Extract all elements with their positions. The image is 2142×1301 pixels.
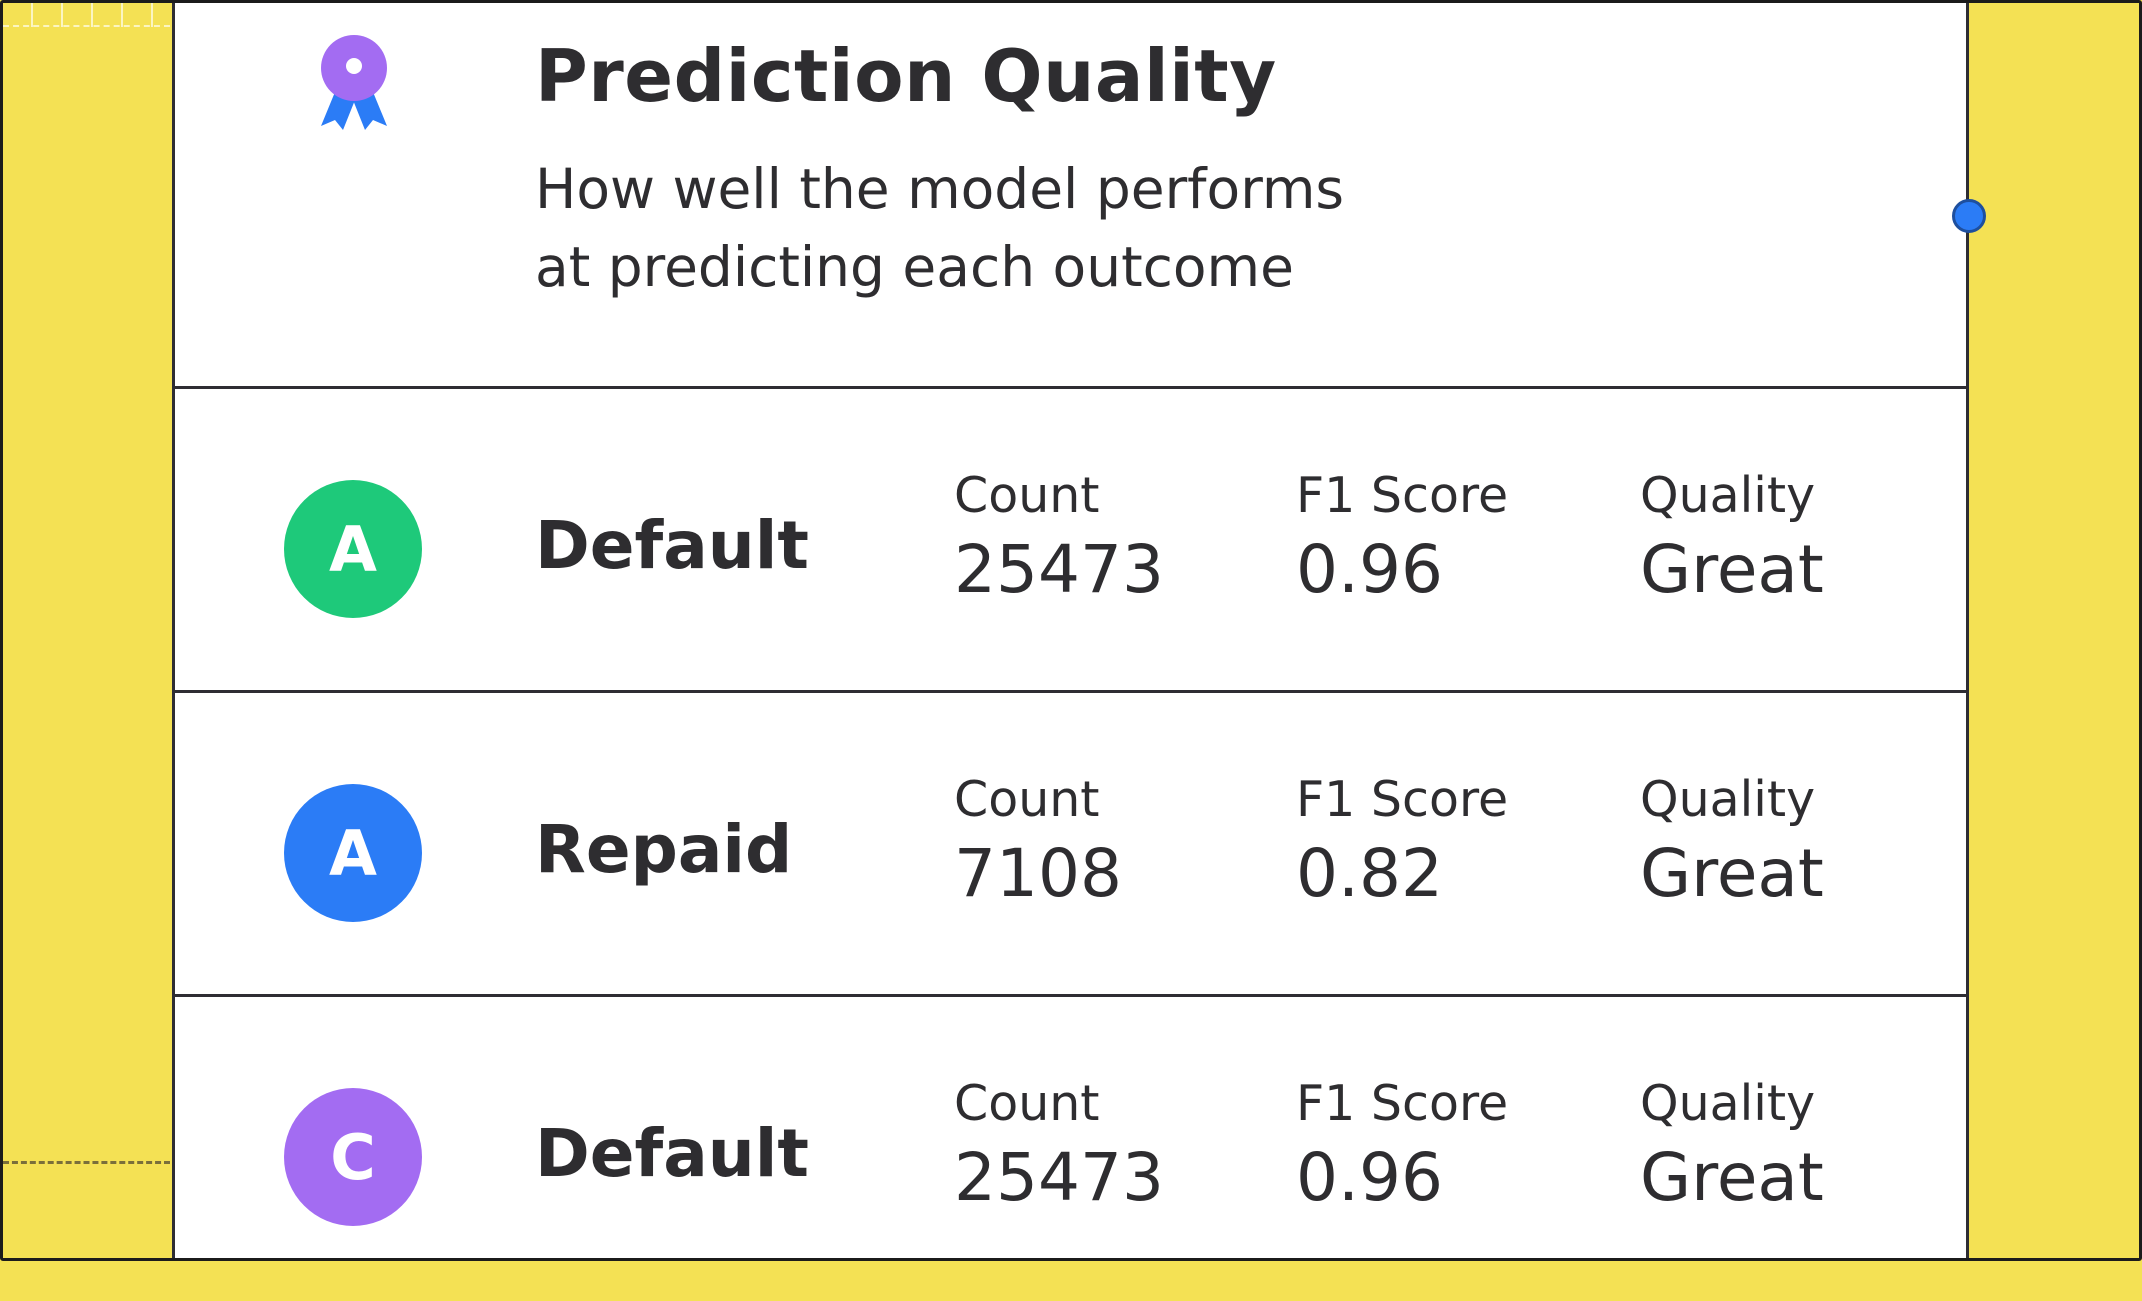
outcome-avatar: A bbox=[284, 784, 422, 922]
resize-handle[interactable] bbox=[1952, 199, 1986, 233]
quality-label: Quality bbox=[1640, 1075, 1816, 1132]
outcome-name: Default bbox=[535, 507, 809, 584]
card-header: Prediction Quality How well the model pe… bbox=[175, 0, 1966, 389]
outcome-avatar: C bbox=[284, 1088, 422, 1226]
outcome-row[interactable]: A Default Count 25473 F1 Score 0.96 Qual… bbox=[175, 389, 1966, 693]
page-title: Prediction Quality bbox=[535, 34, 1277, 118]
canvas-guide-line bbox=[3, 1161, 170, 1164]
count-value: 25473 bbox=[954, 1139, 1164, 1216]
f1-score-label: F1 Score bbox=[1296, 1075, 1509, 1132]
subtitle-line-2: at predicting each outcome bbox=[535, 235, 1294, 299]
outcome-name: Default bbox=[535, 1115, 809, 1192]
f1-score-value: 0.82 bbox=[1296, 835, 1443, 912]
count-value: 7108 bbox=[954, 835, 1122, 912]
f1-score-label: F1 Score bbox=[1296, 771, 1509, 828]
count-label: Count bbox=[954, 771, 1100, 828]
count-value: 25473 bbox=[954, 531, 1164, 608]
f1-score-value: 0.96 bbox=[1296, 531, 1443, 608]
count-label: Count bbox=[954, 1075, 1100, 1132]
f1-score-value: 0.96 bbox=[1296, 1139, 1443, 1216]
subtitle-line-1: How well the model performs bbox=[535, 157, 1345, 221]
prediction-quality-card[interactable]: Prediction Quality How well the model pe… bbox=[172, 0, 1969, 1261]
quality-label: Quality bbox=[1640, 771, 1816, 828]
quality-value: Great bbox=[1640, 835, 1824, 912]
quality-label: Quality bbox=[1640, 467, 1816, 524]
quality-value: Great bbox=[1640, 531, 1824, 608]
award-ribbon-icon bbox=[321, 35, 387, 130]
outcome-name: Repaid bbox=[535, 811, 793, 888]
outcome-avatar: A bbox=[284, 480, 422, 618]
canvas-grid-lines bbox=[3, 3, 170, 27]
outcome-row[interactable]: A Repaid Count 7108 F1 Score 0.82 Qualit… bbox=[175, 693, 1966, 997]
count-label: Count bbox=[954, 467, 1100, 524]
outcome-row[interactable]: C Default Count 25473 F1 Score 0.96 Qual… bbox=[175, 997, 1966, 1301]
quality-value: Great bbox=[1640, 1139, 1824, 1216]
card-subtitle: How well the model performs at predictin… bbox=[535, 150, 1535, 306]
f1-score-label: F1 Score bbox=[1296, 467, 1509, 524]
